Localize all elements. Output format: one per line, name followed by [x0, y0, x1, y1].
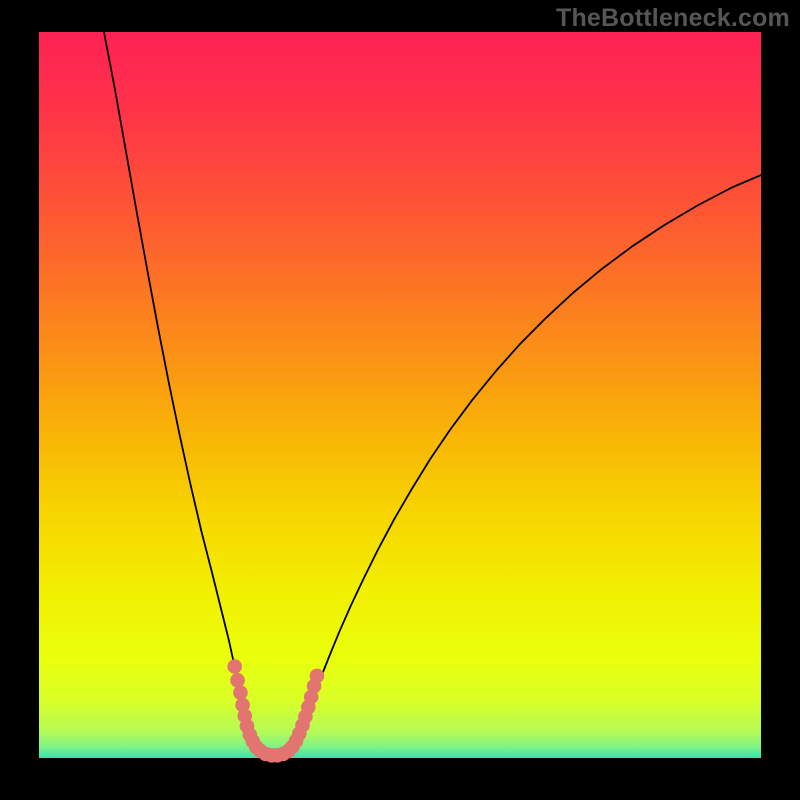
bottleneck-chart: [0, 0, 800, 800]
chart-container: TheBottleneck.com: [0, 0, 800, 800]
watermark-text: TheBottleneck.com: [556, 4, 790, 32]
marker-dot: [233, 685, 248, 700]
marker-dot: [310, 669, 325, 684]
plot-background: [39, 32, 761, 758]
marker-dot: [227, 659, 242, 674]
watermark: TheBottleneck.com: [556, 4, 790, 33]
marker-dot: [230, 673, 245, 688]
